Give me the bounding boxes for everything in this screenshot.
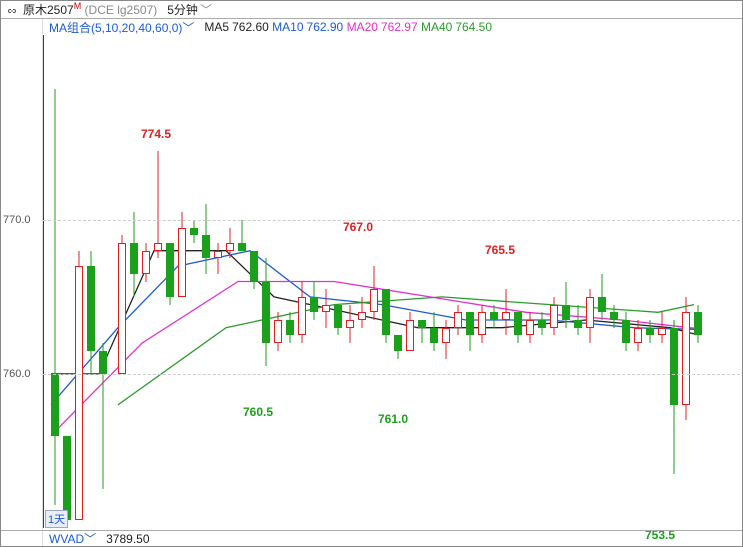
- candle-body: [250, 251, 258, 282]
- y-tick-label: 770.0: [3, 214, 31, 226]
- instrument-title: 原木2507M (DCE lg2507): [23, 1, 157, 18]
- instrument-code: (DCE lg2507): [85, 3, 158, 17]
- candle-body: [538, 320, 546, 328]
- ma-line: [51, 251, 694, 405]
- candle-body: [526, 320, 534, 335]
- header-bar: 原木2507M (DCE lg2507) 5分钟﹀: [1, 1, 742, 19]
- wvad-text: WVAD: [49, 532, 84, 546]
- candle-body: [63, 436, 71, 521]
- candle-body: [442, 328, 450, 343]
- candle-body: [490, 312, 498, 320]
- candle-body: [154, 243, 162, 251]
- ma-indicator-bar: MA组合(5,10,20,40,60,0)﹀ MA5762.60 MA10762…: [1, 19, 742, 35]
- ma-values: MA5762.60 MA10762.90 MA20762.97 MA40764.…: [204, 20, 492, 34]
- candle-canvas: 774.5767.0765.5760.5761.0753.5: [43, 35, 740, 528]
- candle-body: [406, 320, 414, 351]
- candle-body: [610, 312, 618, 320]
- candle-body: [262, 282, 270, 344]
- candle-body: [51, 374, 59, 436]
- chevron-down-icon: ﹀: [200, 3, 212, 17]
- price-annotation: 774.5: [141, 127, 171, 141]
- candle-body: [166, 243, 174, 297]
- grid-line: [43, 374, 740, 375]
- candle-body: [622, 320, 630, 343]
- candle-body: [514, 312, 522, 335]
- timeframe-select[interactable]: 5分钟﹀: [167, 1, 212, 18]
- link-icon: [5, 5, 19, 15]
- candle-body: [562, 305, 570, 320]
- candle-body: [346, 320, 354, 328]
- ma-combo-text: MA组合(5,10,20,40,60,0): [49, 21, 182, 35]
- time-marker: 1天: [45, 510, 68, 528]
- candle-body: [394, 335, 402, 350]
- candle-body: [190, 228, 198, 236]
- price-annotation: 765.5: [485, 243, 515, 257]
- candle-body: [430, 328, 438, 343]
- candle-body: [238, 243, 246, 251]
- candle-body: [310, 297, 318, 312]
- candle-body: [178, 228, 186, 297]
- candle-body: [214, 251, 222, 259]
- ma-lines-svg: [43, 35, 740, 528]
- candle-body: [118, 243, 126, 374]
- ma-combo-label[interactable]: MA组合(5,10,20,40,60,0)﹀: [49, 19, 194, 36]
- candle-body: [75, 266, 83, 520]
- candle-body: [322, 305, 330, 313]
- ma-value-item: MA10762.90: [272, 20, 343, 34]
- candle-body: [298, 297, 306, 336]
- chevron-down-icon: ﹀: [84, 532, 96, 546]
- candle-body: [694, 312, 702, 335]
- candle-body: [598, 297, 606, 312]
- candle-wick: [218, 243, 219, 274]
- candle-body: [142, 251, 150, 274]
- price-annotation: 760.5: [243, 405, 273, 419]
- candle-wick: [55, 89, 56, 505]
- candle-body: [634, 328, 642, 343]
- candle-body: [502, 312, 510, 320]
- candle-body: [286, 320, 294, 335]
- candle-body: [646, 328, 654, 336]
- chart-area[interactable]: 760.0770.0 774.5767.0765.5760.5761.0753.…: [1, 35, 742, 528]
- candle-body: [99, 351, 107, 374]
- candle-body: [334, 305, 342, 328]
- ma-line: [118, 297, 694, 405]
- chevron-down-icon: ﹀: [182, 21, 194, 35]
- wvad-value: 3789.50: [106, 532, 149, 546]
- candle-body: [670, 328, 678, 405]
- ma-value-item: MA40764.50: [421, 20, 492, 34]
- price-annotation: 761.0: [378, 412, 408, 426]
- candle-body: [130, 243, 138, 274]
- candle-body: [382, 289, 390, 335]
- footer-bar: WVAD﹀ 3789.50: [1, 530, 742, 546]
- y-tick-label: 760.0: [3, 368, 31, 380]
- instrument-sup: M: [74, 1, 82, 11]
- candle-body: [574, 320, 582, 328]
- candle-body: [87, 266, 95, 351]
- candle-body: [418, 320, 426, 328]
- candle-body: [202, 235, 210, 258]
- grid-line: [43, 220, 740, 221]
- timeframe-label: 5分钟: [167, 3, 198, 17]
- ma-value-item: MA5762.60: [204, 20, 268, 34]
- candle-body: [370, 289, 378, 312]
- price-annotation: 767.0: [343, 220, 373, 234]
- candle-body: [682, 312, 690, 404]
- candle-body: [478, 312, 486, 335]
- candle-body: [658, 328, 666, 336]
- candle-body: [226, 243, 234, 251]
- candle-body: [550, 305, 558, 328]
- chart-window: 原木2507M (DCE lg2507) 5分钟﹀ MA组合(5,10,20,4…: [0, 0, 743, 547]
- instrument-name: 原木2507: [23, 3, 74, 17]
- candle-body: [586, 297, 594, 328]
- wvad-label[interactable]: WVAD﹀: [49, 530, 96, 547]
- candle-body: [358, 312, 366, 320]
- candle-body: [466, 312, 474, 335]
- ma-value-item: MA20762.97: [347, 20, 418, 34]
- candle-body: [274, 320, 282, 343]
- candle-body: [454, 312, 462, 327]
